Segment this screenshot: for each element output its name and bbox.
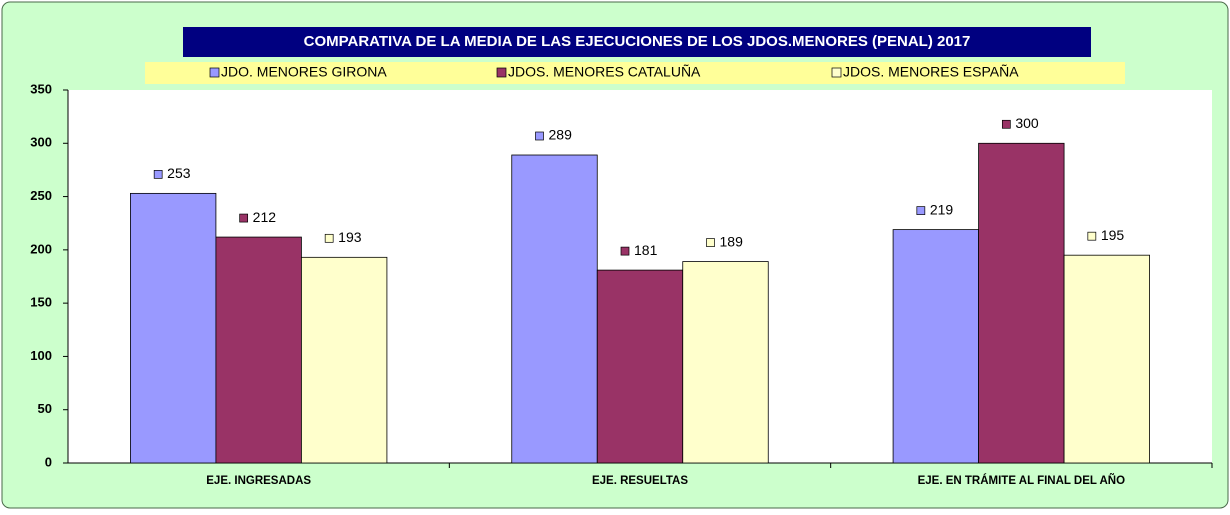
bar xyxy=(215,236,302,464)
chart-title: COMPARATIVA DE LA MEDIA DE LAS EJECUCION… xyxy=(304,33,971,50)
data-label: 181 xyxy=(634,242,658,258)
bar xyxy=(682,261,769,464)
data-label: 253 xyxy=(167,165,191,181)
data-label-key xyxy=(916,206,926,215)
bar xyxy=(978,142,1065,464)
legend-label: JDO. MENORES GIRONA xyxy=(221,64,387,80)
data-label: 189 xyxy=(720,233,744,249)
data-label-key xyxy=(1087,231,1097,241)
bar xyxy=(511,154,598,464)
legend-key xyxy=(496,67,507,78)
bar xyxy=(1063,254,1150,464)
data-label: 219 xyxy=(930,201,954,217)
data-label-key xyxy=(153,170,163,179)
data-label-key xyxy=(1001,119,1011,129)
bar xyxy=(130,192,217,464)
data-label: 212 xyxy=(253,209,277,225)
x-tick-label: EJE. INGRESADAS xyxy=(206,475,311,487)
y-tick-label: 100 xyxy=(30,348,52,363)
data-label: 195 xyxy=(1101,227,1125,243)
legend-key xyxy=(209,67,220,78)
y-tick-label: 200 xyxy=(30,241,52,256)
x-tick-label: EJE. RESUELTAS xyxy=(592,475,688,487)
y-tick-label: 350 xyxy=(30,81,52,96)
y-tick-label: 50 xyxy=(38,401,52,416)
y-tick-label: 300 xyxy=(30,135,52,150)
data-label: 193 xyxy=(338,229,362,245)
legend-label: JDOS. MENORES CATALUÑA xyxy=(508,64,701,80)
bar xyxy=(892,229,979,464)
y-tick-label: 250 xyxy=(30,188,52,203)
data-label-key xyxy=(239,213,249,223)
y-tick-label: 150 xyxy=(30,295,52,310)
data-label-key xyxy=(620,246,630,256)
data-label: 289 xyxy=(549,127,573,143)
y-tick-label: 0 xyxy=(45,454,52,469)
legend-box xyxy=(145,62,1125,84)
bar xyxy=(301,256,388,464)
legend-key xyxy=(831,67,842,78)
bar xyxy=(596,269,684,464)
x-tick-label: EJE. EN TRÁMITE AL FINAL DEL AÑO xyxy=(918,474,1125,487)
data-label-key xyxy=(324,233,334,243)
title-box xyxy=(183,27,1091,57)
data-label-key xyxy=(535,131,544,141)
data-label-key xyxy=(706,238,715,247)
legend-label: JDOS. MENORES ESPAÑA xyxy=(843,64,1019,80)
data-label: 300 xyxy=(1015,115,1039,131)
